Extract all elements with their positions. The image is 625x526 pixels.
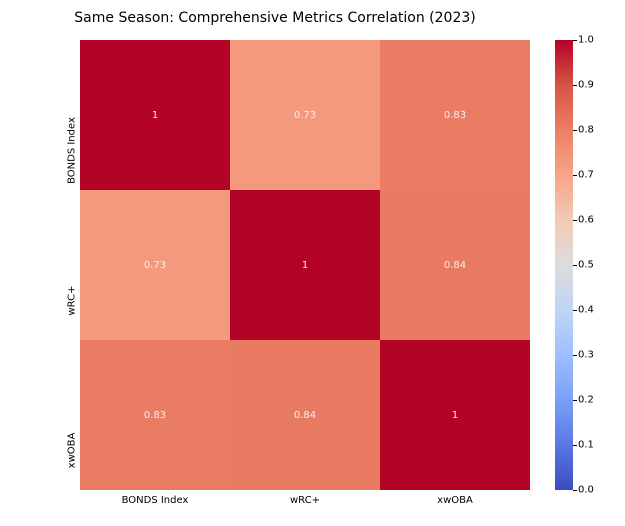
heatmap-cell: 1 bbox=[80, 40, 230, 190]
colorbar-tick-label: 0.6 bbox=[578, 215, 618, 226]
colorbar-tick-label: 0.1 bbox=[578, 440, 618, 451]
figure: Same Season: Comprehensive Metrics Corre… bbox=[0, 0, 625, 526]
colorbar-tick-label: 1.0 bbox=[578, 35, 618, 46]
colorbar-tick-mark bbox=[573, 40, 577, 41]
y-axis-label: BONDS Index bbox=[67, 116, 78, 186]
colorbar-tick-label: 0.0 bbox=[578, 485, 618, 496]
colorbar-tick-label: 0.2 bbox=[578, 395, 618, 406]
colorbar-tick-label: 0.4 bbox=[578, 305, 618, 316]
heatmap-cell: 0.73 bbox=[230, 40, 380, 190]
colorbar-tick-mark bbox=[573, 85, 577, 86]
heatmap-cell-value: 1 bbox=[452, 410, 458, 421]
colorbar bbox=[555, 40, 573, 490]
colorbar-tick-mark bbox=[573, 220, 577, 221]
colorbar-tick-label: 0.9 bbox=[578, 80, 618, 91]
colorbar-tick-mark bbox=[573, 265, 577, 266]
colorbar-tick-label: 0.3 bbox=[578, 350, 618, 361]
colorbar-tick-mark bbox=[573, 175, 577, 176]
chart-title: Same Season: Comprehensive Metrics Corre… bbox=[0, 10, 550, 26]
heatmap-cell-value: 0.83 bbox=[144, 410, 166, 421]
colorbar-tick-mark bbox=[573, 490, 577, 491]
x-axis-label: xwOBA bbox=[380, 495, 530, 506]
heatmap-cell: 0.84 bbox=[380, 190, 530, 340]
heatmap-grid: 1 0.73 0.83 0.73 1 0.84 0.83 0.84 1 bbox=[80, 40, 530, 490]
heatmap-cell-value: 0.73 bbox=[294, 110, 316, 121]
heatmap-cell-value: 0.73 bbox=[144, 260, 166, 271]
colorbar-tick-label: 0.5 bbox=[578, 260, 618, 271]
heatmap-cell: 0.83 bbox=[80, 340, 230, 490]
y-axis-label: xwOBA bbox=[67, 416, 78, 486]
heatmap-cell: 0.83 bbox=[380, 40, 530, 190]
heatmap-cell: 1 bbox=[380, 340, 530, 490]
heatmap-cell-value: 0.84 bbox=[444, 260, 466, 271]
heatmap-cell: 1 bbox=[230, 190, 380, 340]
heatmap-cell-value: 0.83 bbox=[444, 110, 466, 121]
colorbar-gradient bbox=[555, 40, 573, 490]
y-axis-label: wRC+ bbox=[67, 266, 78, 336]
colorbar-tick-mark bbox=[573, 400, 577, 401]
colorbar-tick-mark bbox=[573, 310, 577, 311]
colorbar-tick-mark bbox=[573, 355, 577, 356]
colorbar-tick-mark bbox=[573, 445, 577, 446]
heatmap-cell-value: 0.84 bbox=[294, 410, 316, 421]
heatmap-cell: 0.73 bbox=[80, 190, 230, 340]
x-axis-label: wRC+ bbox=[230, 495, 380, 506]
heatmap-cell-value: 1 bbox=[152, 110, 158, 121]
colorbar-tick-mark bbox=[573, 130, 577, 131]
colorbar-tick-label: 0.7 bbox=[578, 170, 618, 181]
heatmap-cell-value: 1 bbox=[302, 260, 308, 271]
heatmap-cell: 0.84 bbox=[230, 340, 380, 490]
colorbar-tick-label: 0.8 bbox=[578, 125, 618, 136]
x-axis-label: BONDS Index bbox=[80, 495, 230, 506]
